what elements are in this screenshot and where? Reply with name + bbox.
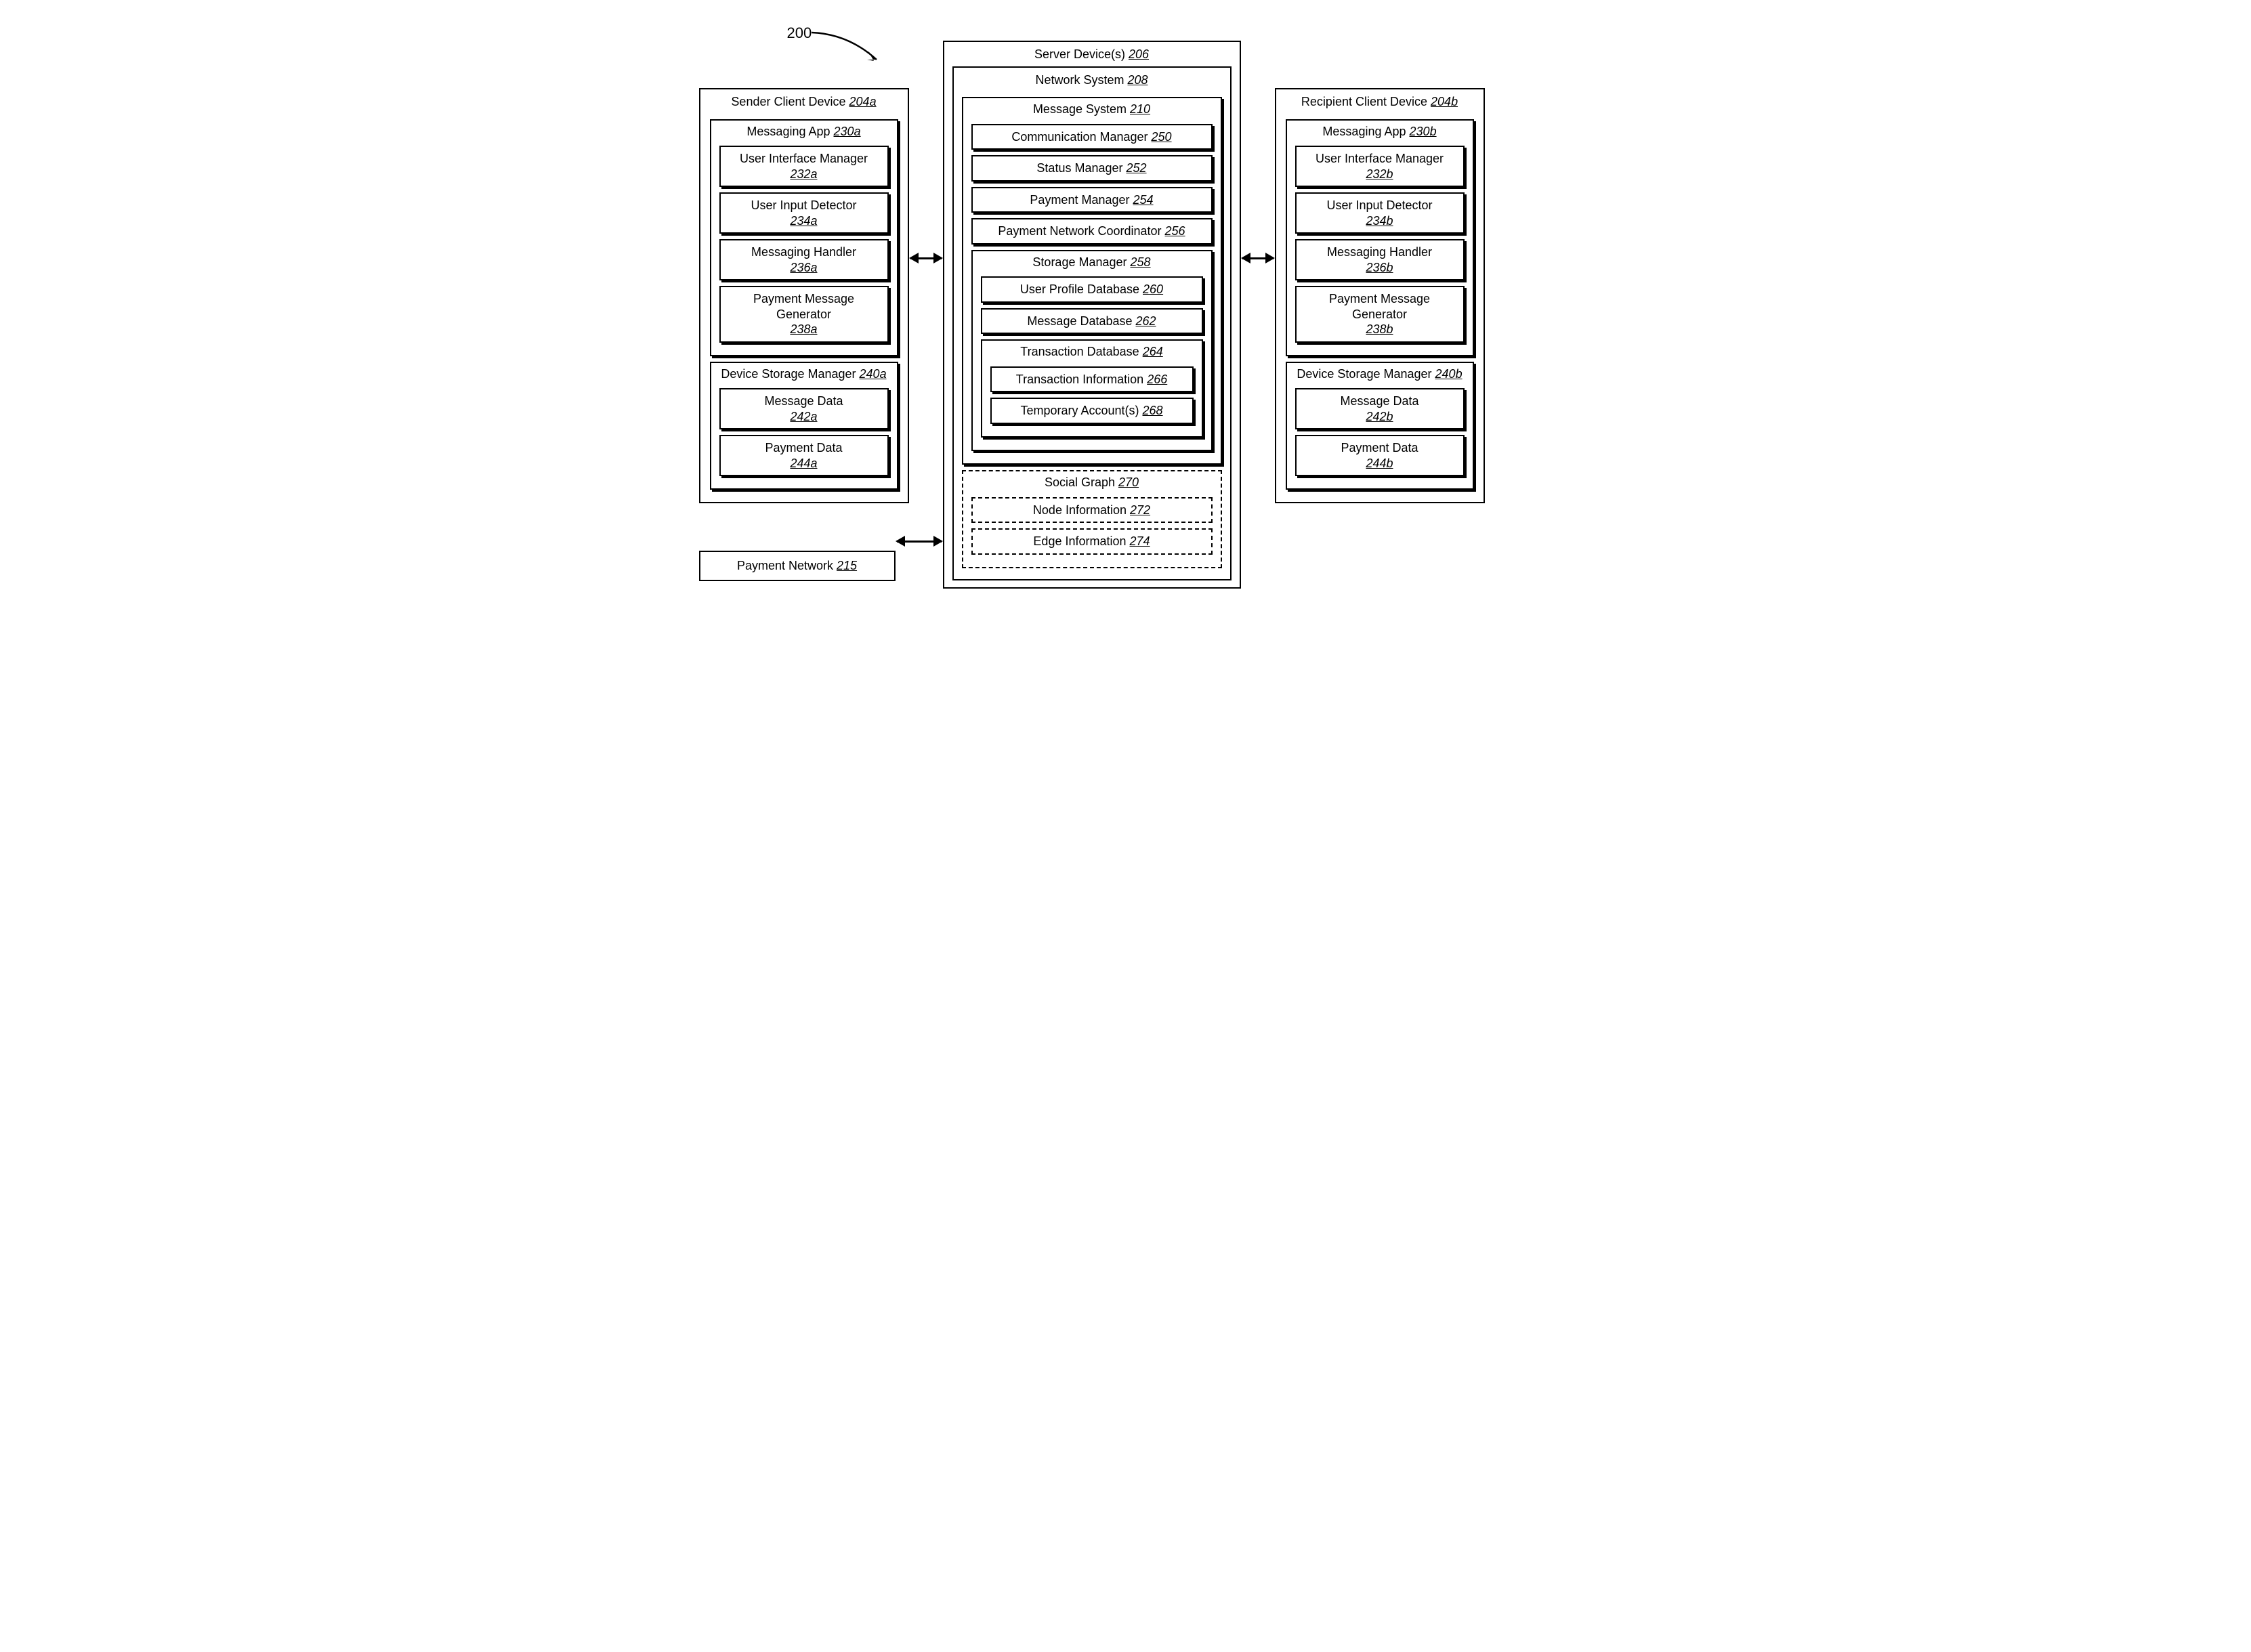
sender-payment-data: Payment Data 244a — [719, 435, 889, 476]
transaction-db: Transaction Database 264 Transaction Inf… — [981, 339, 1203, 438]
storage-manager-title: Storage Manager 258 — [978, 254, 1206, 272]
server-title: Server Device(s) 206 — [951, 46, 1233, 66]
recipient-ui-manager: User Interface Manager 232b — [1295, 146, 1465, 187]
communication-manager: Communication Manager 250 — [971, 124, 1213, 150]
sender-app-title: Messaging App 230a — [717, 123, 891, 141]
node-information: Node Information 272 — [971, 497, 1213, 524]
reference-arrow — [807, 27, 889, 68]
message-system: Message System 210 Communication Manager… — [962, 97, 1222, 465]
recipient-device-storage: Device Storage Manager 240b Message Data… — [1286, 362, 1474, 490]
diagram-canvas: 200 Sender Client Device 204a Messaging … — [699, 27, 1553, 589]
recipient-messaging-app: Messaging App 230b User Interface Manage… — [1286, 119, 1474, 356]
recipient-payment-msg-gen: Payment Message Generator 238b — [1295, 286, 1465, 343]
recipient-payment-data: Payment Data 244b — [1295, 435, 1465, 476]
payment-network: Payment Network 215 — [699, 551, 896, 581]
sender-device-storage: Device Storage Manager 240a Message Data… — [710, 362, 898, 490]
sender-messaging-app: Messaging App 230a User Interface Manage… — [710, 119, 898, 356]
payment-network-coordinator: Payment Network Coordinator 256 — [971, 218, 1213, 245]
message-db: Message Database 262 — [981, 308, 1203, 335]
edge-information: Edge Information 274 — [971, 528, 1213, 555]
recipient-input-detector: User Input Detector 234b — [1295, 192, 1465, 234]
recipient-message-data: Message Data 242b — [1295, 388, 1465, 429]
recipient-title: Recipient Client Device 204b — [1283, 93, 1477, 114]
recipient-client-device: Recipient Client Device 204b Messaging A… — [1275, 88, 1485, 503]
recipient-messaging-handler: Messaging Handler 236b — [1295, 239, 1465, 280]
server-devices: Server Device(s) 206 Network System 208 … — [943, 41, 1241, 589]
sender-input-detector: User Input Detector 234a — [719, 192, 889, 234]
sender-message-data: Message Data 242a — [719, 388, 889, 429]
social-graph: Social Graph 270 Node Information 272 Ed… — [962, 470, 1222, 568]
transaction-db-title: Transaction Database 264 — [988, 343, 1196, 361]
sender-storage-title: Device Storage Manager 240a — [717, 366, 891, 383]
sender-messaging-handler: Messaging Handler 236a — [719, 239, 889, 280]
storage-manager: Storage Manager 258 User Profile Databas… — [971, 250, 1213, 451]
sender-payment-msg-gen: Payment Message Generator 238a — [719, 286, 889, 343]
payment-manager: Payment Manager 254 — [971, 187, 1213, 213]
recipient-storage-title: Device Storage Manager 240b — [1292, 366, 1467, 383]
arrow-server-recipient — [1242, 257, 1274, 259]
status-manager: Status Manager 252 — [971, 155, 1213, 182]
network-system-title: Network System 208 — [959, 72, 1225, 92]
network-system: Network System 208 Message System 210 Co… — [952, 66, 1232, 580]
sender-ui-manager: User Interface Manager 232a — [719, 146, 889, 187]
sender-client-device: Sender Client Device 204a Messaging App … — [699, 88, 909, 503]
user-profile-db: User Profile Database 260 — [981, 276, 1203, 303]
sender-title: Sender Client Device 204a — [707, 93, 901, 114]
social-graph-title: Social Graph 270 — [969, 474, 1215, 492]
arrow-sender-server — [910, 257, 942, 259]
message-system-title: Message System 210 — [969, 101, 1215, 119]
temporary-accounts: Temporary Account(s) 268 — [990, 398, 1194, 424]
recipient-app-title: Messaging App 230b — [1292, 123, 1467, 141]
arrow-paynet-server — [897, 541, 942, 543]
transaction-info: Transaction Information 266 — [990, 366, 1194, 393]
